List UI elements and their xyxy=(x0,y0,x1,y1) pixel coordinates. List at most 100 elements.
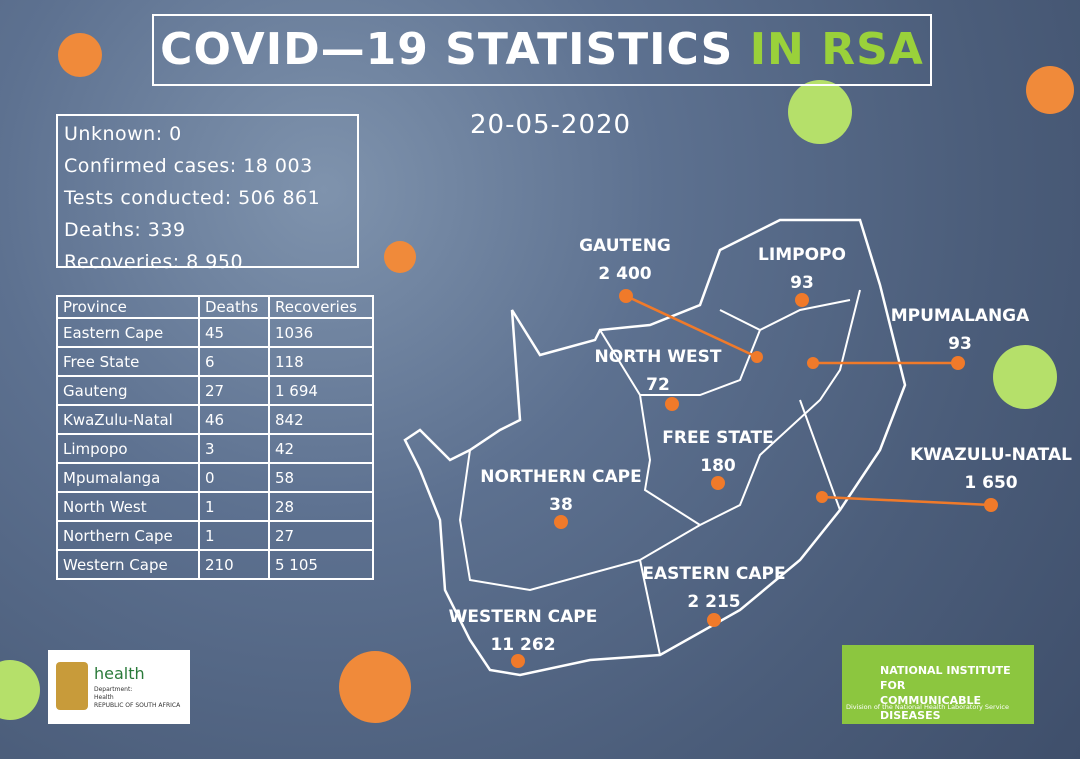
region-label: MPUMALANGA 93 xyxy=(891,306,1030,354)
region-name: MPUMALANGA xyxy=(890,306,1030,326)
health-name: health xyxy=(94,664,145,683)
region-label: LIMPOPO 93 xyxy=(758,245,846,293)
map-outline xyxy=(403,218,907,677)
table-cell: Free State xyxy=(56,346,200,377)
column-header: Recoveries xyxy=(268,295,374,319)
province-borders xyxy=(458,289,861,656)
table-cell: Northern Cape xyxy=(56,520,200,551)
pin-dot xyxy=(807,357,819,369)
region-cases: 93 xyxy=(948,334,972,354)
summary-item: Confirmed cases: 18 003 xyxy=(64,155,313,177)
region-label: NORTHERN CAPE 38 xyxy=(480,467,641,515)
title-box: COVID—19 STATISTICS IN RSA xyxy=(152,14,932,86)
date: 20-05-2020 xyxy=(470,110,632,140)
health-logo: health Department: Health REPUBLIC OF SOUT… xyxy=(48,650,190,724)
pin-dot xyxy=(751,351,763,363)
table-cell: 45 xyxy=(198,317,270,348)
region-name: LIMPOPO xyxy=(758,245,846,265)
text: REPUBLIC OF SOUTH AFRICA xyxy=(94,702,181,709)
virus-icon xyxy=(1026,66,1074,114)
table-row: Mpumalanga 0 58 xyxy=(56,462,374,493)
region-cases: 93 xyxy=(790,273,814,293)
pin-dot xyxy=(951,356,965,370)
region-cases: 2 400 xyxy=(598,264,652,284)
table-cell: 42 xyxy=(268,433,374,464)
title: COVID—19 STATISTICS xyxy=(160,24,734,75)
province-table: Province Deaths Recoveries Eastern Cape 45 10… xyxy=(56,295,374,580)
region-label: GAUTENG 2 400 xyxy=(579,236,671,284)
pin-dot xyxy=(984,498,998,512)
virus-icon xyxy=(993,345,1057,409)
text: COMMUNICABLE DISEASES xyxy=(880,694,982,722)
leader-line xyxy=(821,495,992,507)
virus-icon xyxy=(384,241,416,273)
column-header: Deaths xyxy=(198,295,270,319)
region-name: KWAZULU-NATAL xyxy=(910,445,1072,465)
table-cell: 1 xyxy=(198,520,270,551)
region-label: KWAZULU-NATAL 1 650 xyxy=(910,445,1072,493)
text: NATIONAL INSTITUTE FOR xyxy=(880,664,1011,692)
summary-box: Unknown: 0 Confirmed cases: 18 003 Tests c… xyxy=(56,114,359,273)
nicd-logo: NATIONAL INSTITUTE FOR COMMUNICABLE DISEA… xyxy=(842,645,1034,724)
table-cell: 5 105 xyxy=(268,549,374,580)
table-cell: 1 xyxy=(198,491,270,522)
table-cell: 842 xyxy=(268,404,374,435)
table-cell: 1036 xyxy=(268,317,374,348)
pin-dot xyxy=(795,293,809,307)
table-row: Gauteng 27 1 694 xyxy=(56,375,374,406)
coat-of-arms xyxy=(56,662,88,710)
region-cases: 11 262 xyxy=(490,635,556,655)
region-label: WESTERN CAPE 11 262 xyxy=(449,607,598,655)
leader-line xyxy=(625,294,758,359)
table-cell: 3 xyxy=(198,433,270,464)
table-cell: 0 xyxy=(198,462,270,493)
virus-icon xyxy=(58,33,102,77)
pin-dot xyxy=(619,289,633,303)
table-cell: 1 694 xyxy=(268,375,374,406)
region-cases: 1 650 xyxy=(964,473,1018,493)
table-row: Eastern Cape 45 1036 xyxy=(56,317,374,348)
table-cell: 46 xyxy=(198,404,270,435)
column-header: Province xyxy=(56,295,200,319)
region-name: NORTH WEST xyxy=(594,347,722,367)
table-row: Northern Cape 1 27 xyxy=(56,520,374,551)
table-cell: North West xyxy=(56,491,200,522)
table-cell: 6 xyxy=(198,346,270,377)
table-cell: 28 xyxy=(268,491,374,522)
region-name: FREE STATE xyxy=(662,428,774,448)
table-row: Western Cape 210 5 105 xyxy=(56,549,374,580)
virus-icon xyxy=(339,651,411,723)
table-cell: KwaZulu-Natal xyxy=(56,404,200,435)
summary-item: Tests conducted: 506 861 xyxy=(64,187,321,209)
table-row: North West 1 28 xyxy=(56,491,374,522)
summary-item: Deaths: 339 xyxy=(64,219,186,241)
table-cell: 27 xyxy=(198,375,270,406)
table-cell: 58 xyxy=(268,462,374,493)
region-cases: 72 xyxy=(646,375,670,395)
region-name: NORTHERN CAPE xyxy=(480,467,642,487)
pins xyxy=(511,289,998,668)
title-highlight: IN RSA xyxy=(749,24,924,75)
region-cases: 180 xyxy=(700,456,736,476)
region-label: EASTERN CAPE 2 215 xyxy=(642,564,785,612)
table-cell: 210 xyxy=(198,549,270,580)
table-cell: Gauteng xyxy=(56,375,200,406)
nicd-name: NATIONAL INSTITUTE FOR COMMUNICABLE DISEA… xyxy=(880,663,1034,723)
table-cell: Mpumalanga xyxy=(56,462,200,493)
table-cell: Western Cape xyxy=(56,549,200,580)
region-label: FREE STATE 180 xyxy=(662,428,773,476)
region-name: WESTERN CAPE xyxy=(448,607,598,627)
pin-dot xyxy=(554,515,568,529)
virus-icon xyxy=(0,660,40,720)
pin-dot xyxy=(816,491,828,503)
table-cell: Limpopo xyxy=(56,433,200,464)
virus-icon xyxy=(788,80,852,144)
header-row: Province Deaths Recoveries xyxy=(56,295,374,319)
pin-dot xyxy=(711,476,725,490)
region-label: NORTH WEST 72 xyxy=(595,347,722,395)
table-row: Free State 6 118 xyxy=(56,346,374,377)
text: Health xyxy=(94,694,114,701)
table-row: Limpopo 3 42 xyxy=(56,433,374,464)
